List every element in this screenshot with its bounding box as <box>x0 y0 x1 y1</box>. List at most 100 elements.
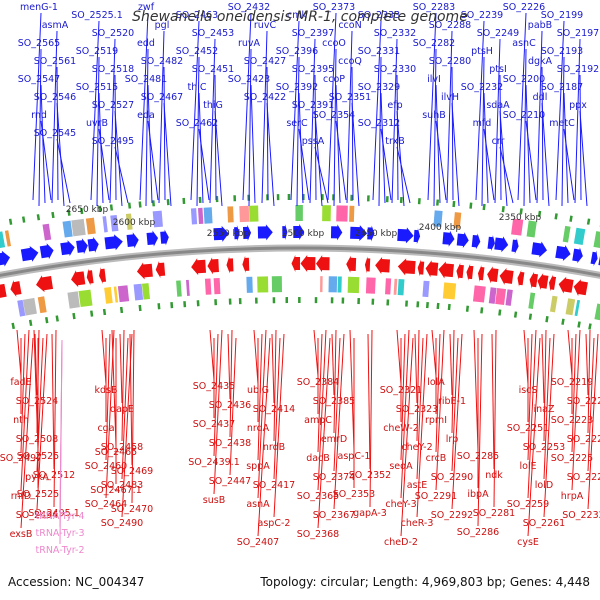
gene-leader-line <box>567 329 573 377</box>
ring-tick <box>501 206 505 213</box>
gene-arrow <box>86 268 94 286</box>
forward-gene-label: SO_2545 <box>34 128 76 139</box>
gene-leader-line <box>158 30 165 204</box>
ring-tick <box>11 322 15 330</box>
gene-leader-line <box>525 120 537 201</box>
gene-leader-line <box>543 333 555 518</box>
ring-tick <box>537 210 542 218</box>
reverse-gene-label: SO_2447 <box>209 476 251 487</box>
reverse-gene-label: ribE-1 <box>438 396 466 407</box>
forward-gene-label: ccoN <box>338 20 361 31</box>
reverse-gene-label: sppA <box>246 461 270 472</box>
forward-gene-label: SO_2396 <box>276 46 318 57</box>
gene-leader-line <box>574 38 581 204</box>
gene-leader-line <box>431 329 437 377</box>
gene-leader-line <box>298 128 310 201</box>
reverse-gene-label: astE <box>407 480 428 491</box>
gene-leader-line <box>380 92 386 204</box>
forward-gene-track <box>0 224 600 267</box>
gene-arrow <box>20 245 39 262</box>
gene-leader-line <box>435 329 445 491</box>
forward-gene-label: eda <box>137 110 155 121</box>
cog-block <box>271 276 282 293</box>
gene-leader-line <box>40 120 52 201</box>
gene-leader-line <box>473 329 479 451</box>
ring-tick <box>513 311 518 318</box>
gene-leader-line <box>499 74 502 201</box>
forward-gene-label: SO_2354 <box>313 110 355 121</box>
gene-leader-line <box>523 329 529 385</box>
gene-leader-line <box>435 84 441 204</box>
gene-arrow <box>155 261 166 278</box>
ring-tick <box>55 315 59 322</box>
reverse-gene-label: SO_2458 <box>101 442 143 453</box>
forward-gene-label: SO_2397 <box>292 28 334 39</box>
ring-tick <box>28 319 33 326</box>
gene-leader-line <box>563 128 575 201</box>
forward-gene-label: SO_2395 <box>292 64 334 75</box>
ring-tick <box>119 306 124 314</box>
ring-tick <box>436 302 440 310</box>
forward-gene-label: crr <box>492 136 505 147</box>
forward-gene-label: SO_2391 <box>292 100 334 111</box>
gene-leader-line <box>335 120 347 201</box>
reverse-gene-label: nrdB <box>263 442 285 453</box>
gene-leader-line <box>139 12 149 201</box>
gene-arrow <box>548 274 557 292</box>
reverse-gene-label: lolE <box>519 461 536 472</box>
gene-leader-line <box>391 38 398 204</box>
ring-tick <box>452 200 456 208</box>
cog-block <box>320 276 323 293</box>
gene-leader-line <box>477 333 483 527</box>
gene-arrow <box>499 268 514 285</box>
gene-leader-line <box>327 12 337 201</box>
gene-arrow <box>87 236 99 253</box>
reverse-gene-label: SO_2281 <box>473 508 515 519</box>
gene-leader-line <box>198 92 204 204</box>
forward-gene-label: SO_2481 <box>125 74 167 85</box>
gene-arrow <box>146 230 159 247</box>
gene-leader-line <box>242 12 252 201</box>
gene-arrow <box>487 266 499 284</box>
forward-gene-label: SO_2197 <box>557 28 599 39</box>
forward-gene-label: SO_2518 <box>92 64 134 75</box>
reverse-gene-label: susB <box>203 495 225 506</box>
reverse-gene-label: ampC <box>304 415 332 426</box>
cog-block <box>125 213 133 230</box>
reverse-gene-label: dapE <box>110 404 134 415</box>
ruler-label: 2500 kbp <box>282 229 325 239</box>
reverse-gene-label: seqA <box>389 461 413 472</box>
cog-block <box>337 276 342 293</box>
genome-backbone-core <box>0 246 600 278</box>
gene-arrow <box>466 263 474 281</box>
gene-leader-line <box>20 337 34 529</box>
gene-arrow <box>425 260 439 278</box>
forward-gene-label: SO_2249 <box>477 28 519 39</box>
cog-block <box>349 205 355 222</box>
cog-block <box>22 297 37 316</box>
forward-gene-label: thiC <box>187 82 206 93</box>
gene-arrow <box>39 243 54 260</box>
gene-arrow <box>234 225 240 242</box>
gene-leader-line <box>298 92 304 204</box>
forward-gene-label: SO_2333 <box>358 10 400 21</box>
gene-leader-line <box>114 146 129 204</box>
gene-leader-line <box>213 329 223 495</box>
gene-leader-line <box>16 329 22 377</box>
gene-arrow <box>456 232 469 249</box>
gene-arrow <box>104 234 123 251</box>
gene-leader-line <box>253 329 259 385</box>
gene-arrow <box>572 247 583 264</box>
ring-tick <box>157 303 161 310</box>
ring-tick <box>80 207 84 215</box>
gene-leader-line <box>38 48 42 207</box>
gene-leader-line <box>400 329 410 499</box>
gene-arrow <box>99 267 107 284</box>
reverse-gene-label: SO_2353 <box>333 489 375 500</box>
reverse-gene-label: SO_2508 <box>16 434 58 445</box>
ring-tick <box>447 303 451 311</box>
gene-leader-line <box>131 329 135 504</box>
gene-leader-line <box>451 66 454 201</box>
gene-arrow <box>191 258 207 276</box>
